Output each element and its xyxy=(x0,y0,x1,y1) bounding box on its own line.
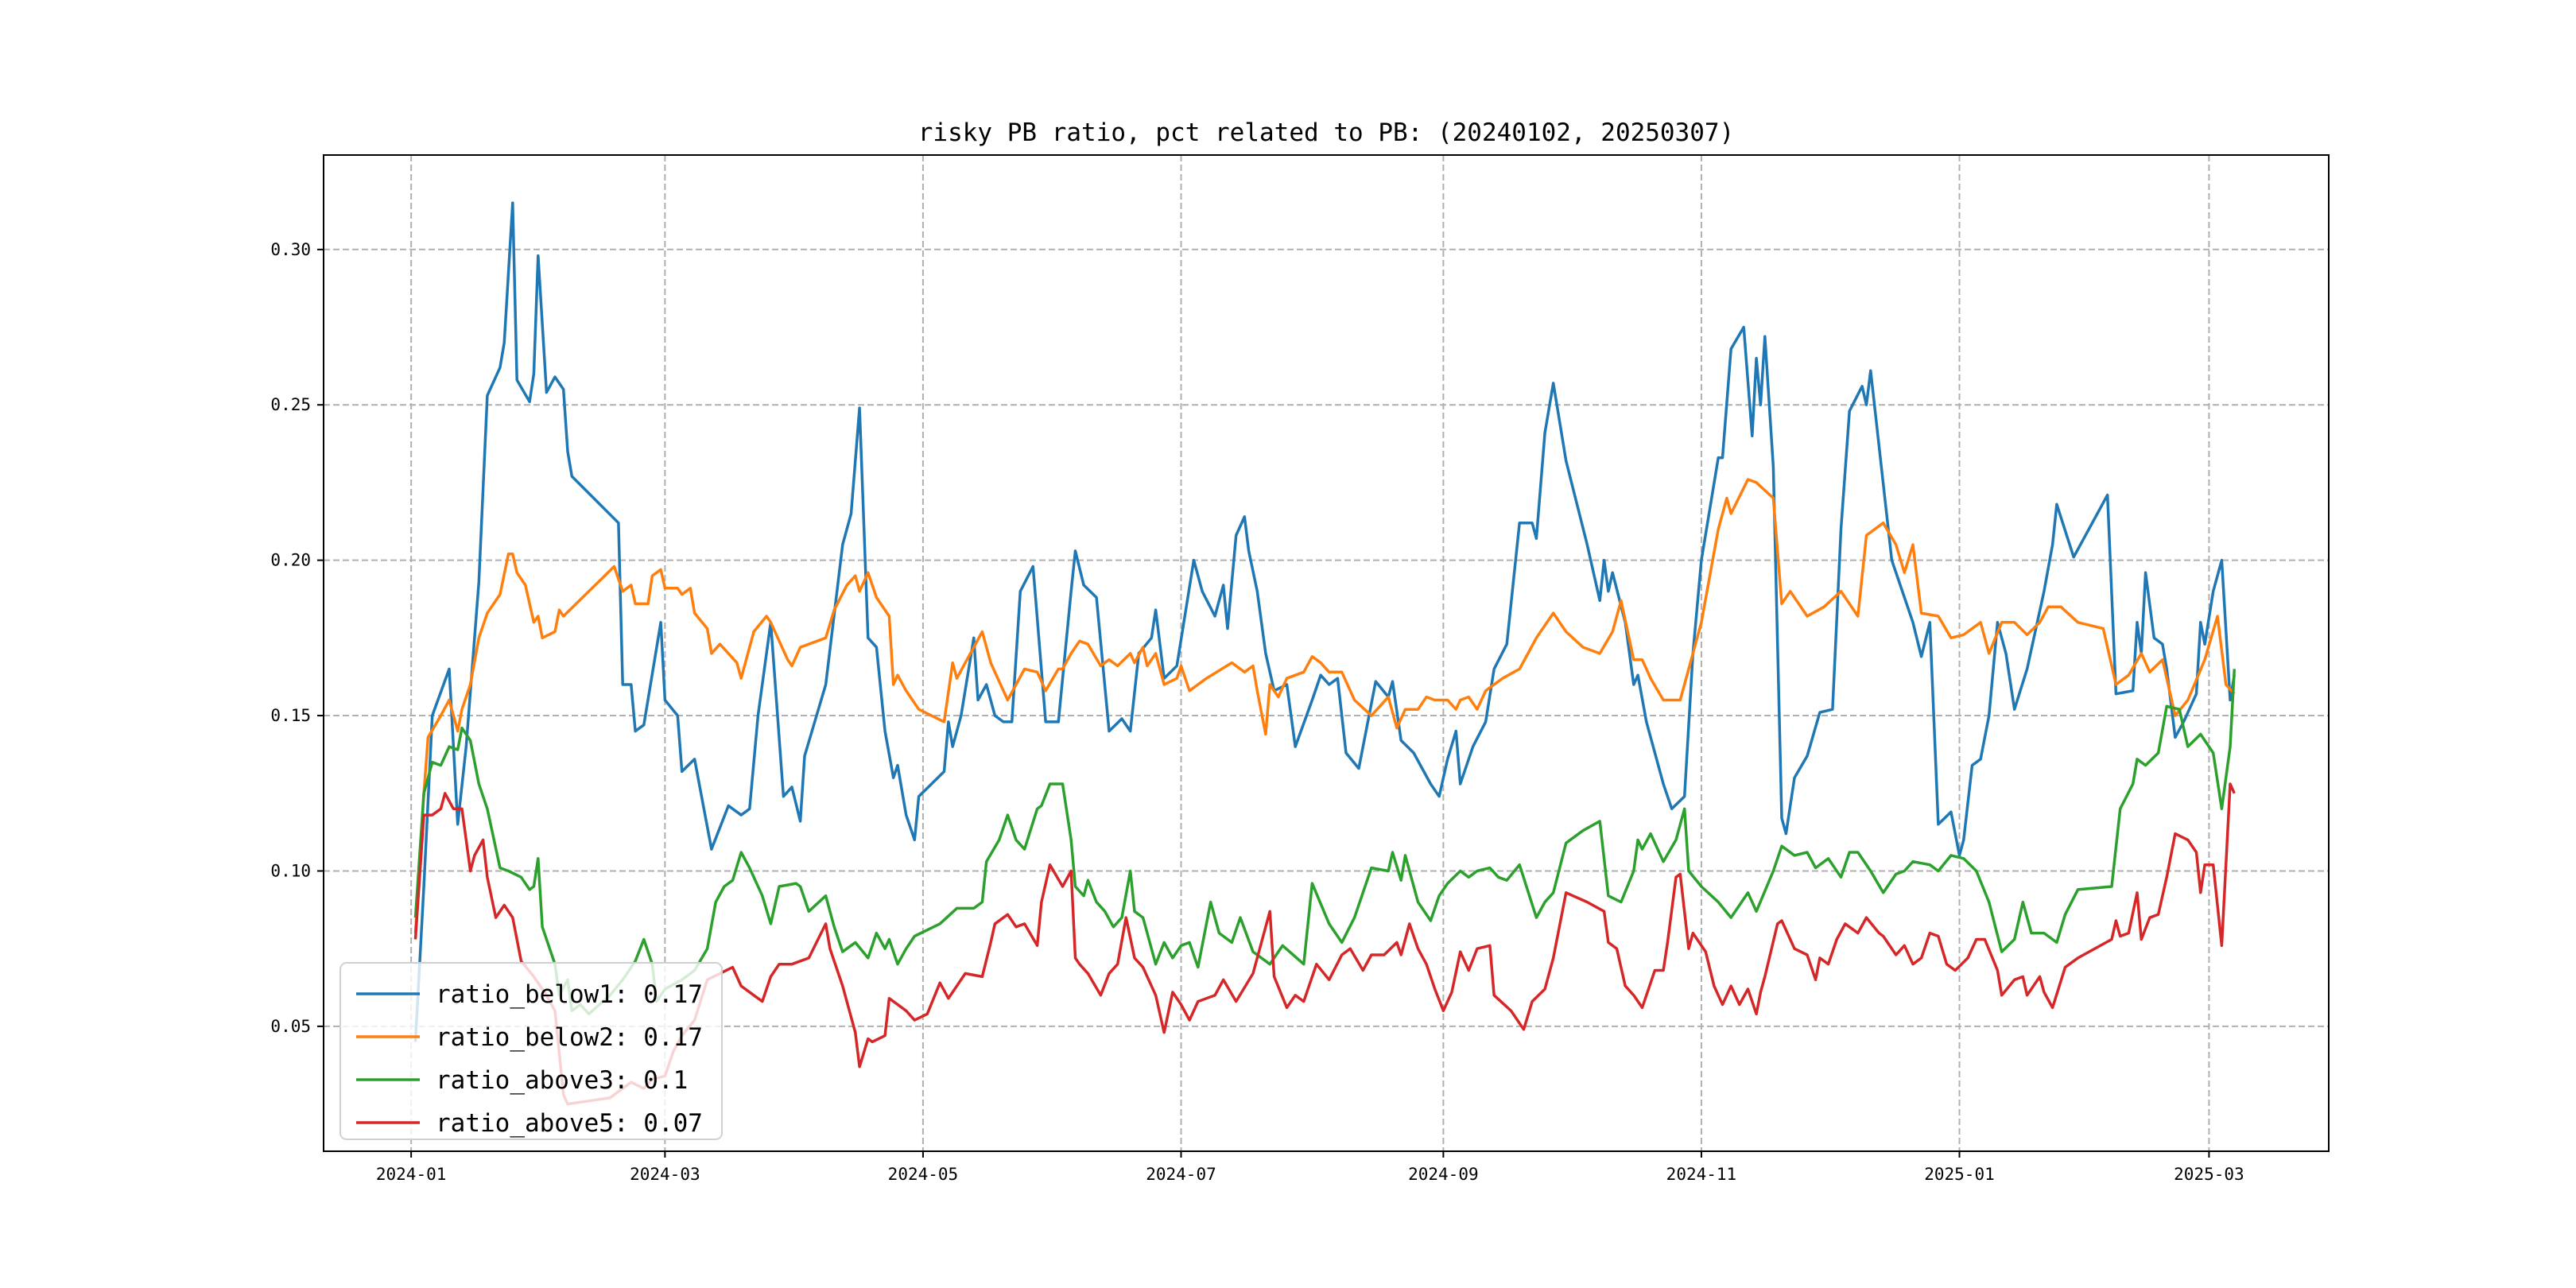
x-tick-label: 2024-07 xyxy=(1146,1165,1216,1184)
x-tick-label: 2024-05 xyxy=(888,1165,959,1184)
chart-title: risky PB ratio, pct related to PB: (2024… xyxy=(918,118,1735,147)
x-axis: 2024-01 2024-03 2024-05 2024-07 2024-09 2024-… xyxy=(376,1151,2244,1184)
x-tick-label: 2024-01 xyxy=(376,1165,447,1184)
y-tick-label: 0.15 xyxy=(270,706,311,725)
y-tick-label: 0.25 xyxy=(270,395,311,414)
plot-frame xyxy=(323,154,2330,1152)
x-tick-label: 2024-03 xyxy=(630,1165,700,1184)
series-lines xyxy=(413,201,2237,1106)
legend-label: ratio_above3: 0.1 xyxy=(436,1066,688,1095)
y-tick-label: 0.05 xyxy=(270,1017,311,1036)
y-axis: 0.05 0.10 0.15 0.20 0.25 0.30 xyxy=(270,240,324,1036)
y-tick-label: 0.20 xyxy=(270,551,311,570)
legend-frame xyxy=(339,962,723,1140)
y-tick-label: 0.30 xyxy=(270,240,311,259)
y-tick-label: 0.10 xyxy=(270,861,311,880)
series-line-ratio-below2 xyxy=(413,478,2236,933)
series-line-ratio-above5 xyxy=(413,782,2236,1106)
series-line-ratio-below1 xyxy=(413,201,2237,1042)
x-tick-label: 2025-03 xyxy=(2174,1165,2244,1184)
legend-label: ratio_below1: 0.17 xyxy=(436,980,703,1009)
legend: ratio_below1: 0.17 ratio_below2: 0.17 rati… xyxy=(339,962,723,1140)
legend-label: ratio_above5: 0.07 xyxy=(436,1109,703,1138)
x-tick-label: 2024-09 xyxy=(1408,1165,1479,1184)
x-tick-label: 2025-01 xyxy=(1924,1165,1995,1184)
x-tick-label: 2024-11 xyxy=(1666,1165,1737,1184)
legend-label: ratio_below2: 0.17 xyxy=(436,1023,703,1052)
